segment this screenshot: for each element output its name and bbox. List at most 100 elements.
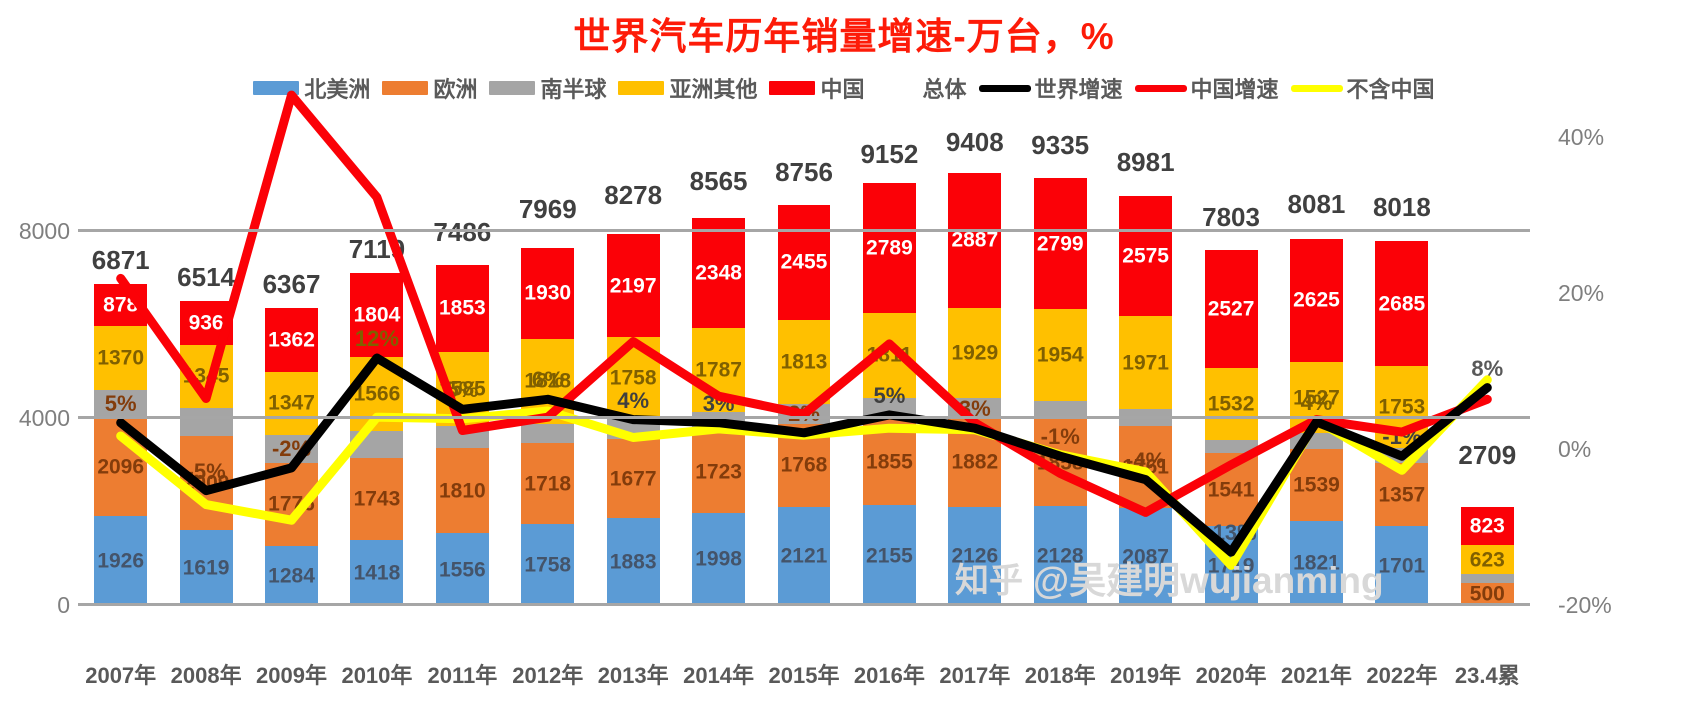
bar-column[interactable]: 2128 1858 1954 2799 [1033,178,1087,606]
bar-segment-value: 1539 [1293,473,1340,497]
bar-segment-北美洲: 1701 [1375,526,1429,606]
bar-segment-value: 1787 [695,358,742,382]
bar-segment-中国: 1362 [265,308,318,372]
legend-label: 亚洲其他 [669,77,758,102]
bar-total-label: 8565 [689,166,748,197]
bar-segment-value: 1541 [1207,478,1255,501]
bar-column[interactable]: 2126 1882 1929 2887 [948,172,1002,606]
y-axis-left-tick: 8000 [18,217,70,244]
bar-segment-value: 2096 [97,455,145,479]
x-axis-tick-2012年: 2012年 [512,663,584,688]
legend-item-北美洲[interactable]: 北美洲 [253,72,370,104]
legend-label: 欧洲 [433,77,478,102]
bar-total-label: 6514 [177,262,236,293]
bar-segment-北美洲: 2087 [1119,508,1173,606]
bar-segment-value: 1347 [268,391,315,415]
bar-column[interactable]: 1926 2096 1370 878 [94,284,148,606]
world-growth-percent-label: 6% [531,367,564,393]
bar-column[interactable]: 1883 1677 1758 2197 [606,234,660,606]
bar-segment-欧洲: 1723 [692,431,746,513]
bar-column[interactable]: 2087 1761 1971 2575 [1119,195,1173,606]
bar-segment-value: 1418 [353,561,401,585]
bar-segment-value: 1882 [951,450,999,474]
bar-segment-欧洲: 1539 [1289,448,1343,521]
bar-segment-中国: 2789 [862,182,916,314]
x-axis-tick-2010年: 2010年 [341,663,413,688]
legend-swatch-icon [382,81,429,95]
legend-item-亚洲其他[interactable]: 亚洲其他 [618,72,757,104]
legend-group-label: 总体 [923,72,967,104]
chart-legend: 北美洲 欧洲 南半球 亚洲其他 中国 总体 世界增速 中国增速 不含中国 [0,72,1688,104]
bar-segment-value: 1357 [1378,483,1426,507]
gridline [78,603,1530,606]
bar-segment-value: 2348 [695,261,742,285]
bar-total-label: 8756 [775,157,833,188]
legend-item-南半球[interactable]: 南半球 [489,72,606,104]
bar-segment-北美洲: 2126 [948,506,1002,606]
legend-line-icon [1134,84,1187,92]
bar-total-label: 6367 [262,269,321,300]
bar-segment-value: 1954 [1036,343,1084,367]
legend-item-不含中国[interactable]: 不含中国 [1290,72,1435,104]
bar-total-label: 9152 [860,138,919,169]
bar-column[interactable]: 1998 1723 1787 2348 [692,218,746,606]
bar-segment-value: 1855 [866,450,913,474]
bar-segment-value: 2527 [1207,297,1255,321]
x-axis-tick-2018年: 2018年 [1024,663,1096,688]
bar-segment-欧洲: 1810 [435,448,489,534]
legend-item-世界增速[interactable]: 世界增速 [978,72,1123,104]
bar-total-label: 7803 [1202,201,1260,232]
bar-segment-北美洲: 2121 [777,506,831,606]
bar-segment-value: 1723 [695,460,742,484]
plot-area: 1926 2096 1370 878 6871 1619 2009 1345 936 6514 12… [78,90,1530,606]
bar-segment-value: 2155 [866,544,913,568]
legend-item-中国[interactable]: 中国 [769,72,865,104]
bar-segment-亚洲其他: 1347 [265,371,318,435]
legend-item-欧洲[interactable]: 欧洲 [382,72,477,104]
bar-segment-value: 1971 [1122,351,1169,374]
bar-segment-中国: 2799 [1033,178,1087,310]
legend-label: 南半球 [540,77,607,102]
legend-label: 世界增速 [1034,77,1123,102]
world-growth-percent-label: 12% [354,325,399,351]
bar-segment-南半球 [1033,400,1087,420]
bar-segment-欧洲: 500 [1460,582,1514,606]
x-axis-tick-2016年: 2016年 [853,663,925,688]
bar-column[interactable]: 1758 1718 1818 1930 [521,248,575,606]
bar-segment-亚洲其他: 1532 [1204,367,1258,440]
bar-segment-value: 823 [1469,514,1505,538]
bar-total-label: 6871 [91,245,150,276]
bar-segment-北美洲: 1619 [179,530,233,606]
x-axis: 2007年 2008年 2009年 2010年 2011年 2012年 2013年 2014年… [78,612,1530,688]
bar-segment-value: 1362 [268,328,315,352]
bar-segment-亚洲其他: 623 [1460,545,1514,575]
bar-total-label: 9408 [945,126,1004,157]
bar-segment-南半球 [1204,439,1258,454]
bar-segment-南半球 [1460,574,1514,583]
bar-segment-value: 1532 [1207,392,1255,416]
x-axis-tick-2015年: 2015年 [768,663,840,688]
bar-segment-value: 1804 [353,303,401,327]
bar-column[interactable]: 1821 1539 1527 2625 [1289,239,1343,606]
legend-group-text: 总体 [922,77,967,102]
bar-segment-value: 1701 [1378,554,1426,578]
legend-label: 不含中国 [1346,77,1435,102]
bar-segment-value: 1930 [524,281,572,305]
x-axis-tick-2019年: 2019年 [1110,663,1182,688]
bar-total-label: 9335 [1031,130,1090,161]
bar-segment-value: 2197 [609,274,657,298]
line-series-中国增速 [116,90,1492,517]
gridline [78,415,1530,419]
legend-item-中国增速[interactable]: 中国增速 [1134,72,1279,104]
bar-segment-中国: 2527 [1204,249,1258,368]
gridline [78,228,1530,232]
x-axis-tick-2014年: 2014年 [683,663,755,688]
bar-segment-中国: 823 [1460,506,1514,546]
bar-segment-value: 1743 [353,487,401,511]
bar-segment-中国: 2575 [1119,195,1173,317]
bar-segment-南半球 [179,407,233,437]
bar-segment-南半球 [521,423,575,444]
bar-segment-中国: 2455 [777,204,831,320]
bar-column[interactable]: 500 623 823 [1460,506,1514,606]
